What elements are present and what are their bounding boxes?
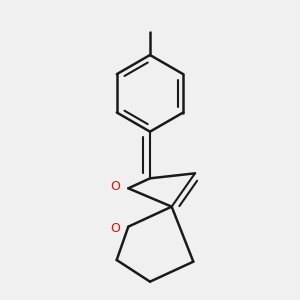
- Text: O: O: [111, 180, 121, 193]
- Text: O: O: [111, 222, 121, 235]
